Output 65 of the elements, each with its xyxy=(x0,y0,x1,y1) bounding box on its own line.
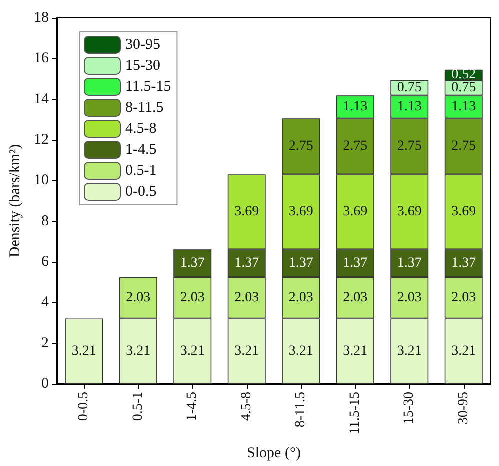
legend-label: 8-11.5 xyxy=(126,100,164,116)
data-label: 3.21 xyxy=(452,344,476,359)
y-tick-label: 6 xyxy=(42,254,50,270)
data-label: 3.21 xyxy=(234,344,260,359)
x-tick-label: 0.5-1 xyxy=(130,392,146,422)
data-label: 0.75 xyxy=(397,80,422,96)
y-tick-label: 10 xyxy=(34,172,49,189)
x-axis-title: Slope (°) xyxy=(247,446,301,462)
y-axis-title: Density (bars/km²) xyxy=(8,144,24,258)
x-tick-label: 15-30 xyxy=(402,392,418,425)
y-tick-label: 8 xyxy=(42,213,49,230)
data-label: 3.21 xyxy=(288,344,314,359)
data-label: 2.03 xyxy=(288,290,314,306)
y-tick-label: 14 xyxy=(34,91,50,108)
data-label: 2.03 xyxy=(343,290,368,306)
x-tick-label: 0-0.5 xyxy=(76,392,92,422)
y-tick-label: 18 xyxy=(34,10,49,26)
data-label: 1.37 xyxy=(288,256,314,272)
data-label: 1.37 xyxy=(180,256,205,272)
data-label: 3.69 xyxy=(288,204,314,220)
legend-label: 11.5-15 xyxy=(126,79,172,95)
data-label: 3.21 xyxy=(72,344,96,359)
y-tick-label: 0 xyxy=(42,376,49,392)
bar xyxy=(65,318,104,384)
data-label: 3.69 xyxy=(234,204,260,220)
data-label: 2.03 xyxy=(180,290,205,306)
x-tick-label: 1-4.5 xyxy=(185,392,200,422)
data-label: 2.75 xyxy=(288,139,314,154)
data-label: 3.21 xyxy=(397,344,422,359)
legend-label: 0-0.5 xyxy=(126,184,157,200)
legend-label: 1-4.5 xyxy=(126,142,157,158)
data-label: 2.75 xyxy=(452,139,476,154)
x-tick-label: 4.5-8 xyxy=(239,392,254,422)
data-label: 3.69 xyxy=(397,204,422,220)
data-label: 2.75 xyxy=(343,139,368,154)
y-tick-label: 12 xyxy=(34,132,49,148)
data-label: 1.37 xyxy=(452,256,476,272)
data-label: 3.69 xyxy=(452,204,476,220)
data-label: 1.37 xyxy=(234,256,260,272)
data-label: 1.37 xyxy=(343,256,368,272)
data-label: 2.03 xyxy=(126,290,151,306)
data-label: 3.21 xyxy=(343,344,368,359)
legend-label: 4.5-8 xyxy=(126,121,157,137)
data-label: 2.03 xyxy=(234,290,260,306)
y-tick-label: 2 xyxy=(42,335,49,352)
data-label: 1.13 xyxy=(397,100,422,115)
x-tick-label: 30-95 xyxy=(456,392,472,425)
data-label: 2.03 xyxy=(397,290,422,306)
data-label: 1.13 xyxy=(343,100,368,115)
data-label: 0.52 xyxy=(452,68,476,83)
y-tick-label: 16 xyxy=(34,50,50,67)
legend-label: 0.5-1 xyxy=(126,163,157,179)
data-label: 3.21 xyxy=(126,344,151,359)
x-tick-label: 8-11.5 xyxy=(294,392,309,428)
data-label: 1.13 xyxy=(452,100,476,115)
data-label: 3.69 xyxy=(343,204,368,220)
x-tick-label: 11.5-15 xyxy=(348,392,363,435)
data-label: 2.03 xyxy=(452,290,476,306)
data-label: 1.37 xyxy=(397,256,422,272)
y-tick-label: 4 xyxy=(42,294,50,311)
legend-label: 30-95 xyxy=(126,37,160,53)
data-label: 3.21 xyxy=(180,344,205,359)
data-label: 0.75 xyxy=(452,80,476,96)
data-label: 2.75 xyxy=(397,139,422,154)
legend-label: 15-30 xyxy=(126,58,160,74)
